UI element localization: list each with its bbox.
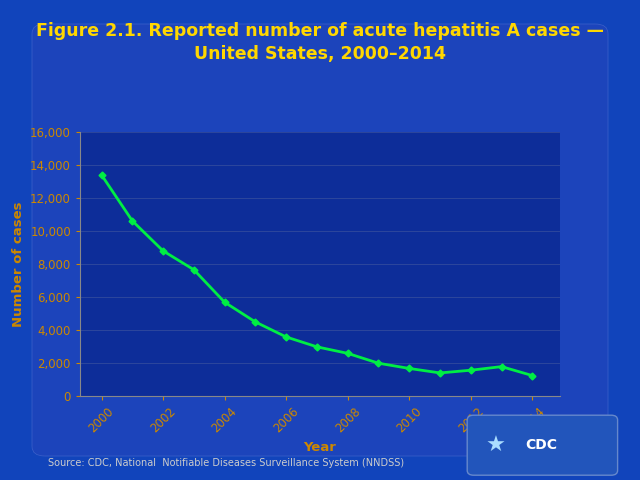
Text: ★: ★ (486, 435, 506, 456)
Text: CDC: CDC (525, 438, 557, 453)
Text: Figure 2.1. Reported number of acute hepatitis A cases —
United States, 2000–201: Figure 2.1. Reported number of acute hep… (36, 22, 604, 63)
X-axis label: Year: Year (303, 441, 337, 454)
Text: Source: CDC, National  Notifiable Diseases Surveillance System (NNDSS): Source: CDC, National Notifiable Disease… (48, 458, 404, 468)
Y-axis label: Number of cases: Number of cases (12, 201, 24, 327)
